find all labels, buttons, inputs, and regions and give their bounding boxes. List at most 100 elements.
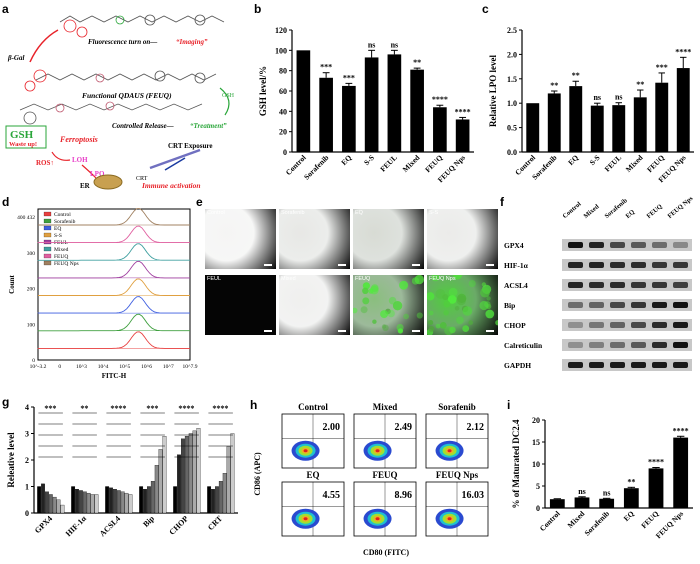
bar (211, 489, 215, 514)
x-axis-label: FITC-H (102, 372, 127, 380)
x-tick-label: GPX4 (33, 514, 54, 535)
panel-h-label: h (250, 398, 258, 412)
dotplot: FEUQ 8.96 (353, 470, 417, 537)
cell (382, 324, 389, 331)
y-axis-label: Count (8, 275, 16, 294)
significance-mark: *** (44, 404, 56, 413)
x-tick-label: S-S (588, 153, 602, 167)
cell (362, 297, 370, 305)
y-axis-label: Relative LPO level (488, 55, 498, 127)
lpo-label: LPO (90, 170, 105, 178)
legend-swatch (43, 253, 52, 259)
bar (79, 490, 83, 514)
fluorescence-tile: FEUL (205, 275, 276, 335)
panel-i-maturation-chart: i 0 5 10 15 20 % of Maturated DC2.4 Control ns M… (505, 398, 700, 559)
fluorescence-tile: Sorafenib (279, 209, 350, 269)
cell (387, 309, 395, 318)
cell (380, 310, 389, 319)
crt-membrane (149, 148, 201, 170)
gsh-box (5, 125, 47, 149)
arrow-gsh (219, 87, 230, 116)
x-tick-label: FEUQ (423, 153, 444, 174)
bar (215, 486, 219, 514)
cell (427, 292, 435, 301)
bar (547, 93, 561, 152)
blot-band (589, 342, 604, 348)
panel-f-western-blot: f Control Mixed Sorafenib EQ FEUQ FEUQ Nps GPX… (498, 195, 698, 390)
x-tick-label: EQ (339, 153, 353, 167)
x-tick-label: FEUQ (639, 509, 660, 530)
blot-band (673, 262, 688, 268)
blot-band (652, 342, 667, 348)
y-axis-label: Releative level (6, 432, 16, 488)
tile-label: S-S (429, 210, 439, 216)
bar (56, 499, 61, 514)
significance-mark: *** (656, 63, 668, 72)
fluorescence-tile: Mixed (279, 275, 350, 335)
blot-band (589, 282, 604, 288)
cell (468, 320, 473, 325)
blot-band (589, 302, 604, 308)
y-tick-label: 2.0 (507, 50, 517, 59)
release-molecule (19, 101, 203, 125)
bar (90, 494, 95, 514)
blot-band (610, 362, 625, 368)
cell (443, 300, 451, 308)
histogram-curve (38, 278, 190, 296)
y-tick-label: 300 (27, 251, 36, 257)
blot-band (673, 282, 688, 288)
bar (410, 69, 424, 152)
histogram-curve (37, 296, 190, 314)
significance-mark: *** (343, 73, 355, 82)
protein-label: Calreticulin (504, 341, 543, 350)
plot-frame (37, 208, 191, 361)
blot-band (631, 262, 646, 268)
bar (623, 488, 639, 508)
dotplot: Sorafenib 2.12 (425, 402, 489, 469)
bar (569, 86, 583, 152)
protein-label: GPX4 (504, 241, 524, 250)
cell (443, 310, 449, 316)
cell (453, 275, 462, 280)
blot-band (568, 362, 583, 368)
lane-label: FEUQ Nps (666, 195, 695, 220)
cell (456, 295, 466, 306)
blot-strip (562, 359, 692, 371)
panel-g-label: g (2, 395, 10, 409)
y-tick-label: 0.0 (507, 148, 517, 157)
bar (218, 481, 223, 514)
blot-band (610, 262, 625, 268)
legend-swatch (43, 218, 52, 224)
legend-label: FEUQ Nps (54, 261, 79, 267)
y-tick-label: 3 (25, 430, 29, 439)
bar (154, 465, 159, 514)
significance-mark: ** (550, 81, 558, 90)
x-tick-label: 10^7 (163, 364, 174, 370)
scale-bar (486, 264, 494, 266)
imaging-quote: “Imaging” (176, 38, 208, 46)
density-peak (303, 449, 308, 453)
gsh-small-label: GSH (222, 93, 235, 99)
x-tick-label: 10^7.9 (183, 364, 198, 370)
beta-gal-label: β-Gal (7, 54, 24, 62)
quadrant-value: 8.96 (395, 490, 413, 501)
y-tick-label: 1.5 (507, 75, 517, 84)
x-tick-label: HIF-1α (64, 514, 89, 539)
legend-swatch (43, 232, 52, 238)
blot-band (652, 302, 667, 308)
histogram-curve (37, 225, 190, 244)
bar (574, 497, 590, 508)
blot-band (610, 342, 625, 348)
scale-bar (486, 330, 494, 332)
bar (94, 494, 99, 514)
bar (75, 489, 79, 514)
significance-mark: **** (432, 95, 448, 104)
blot-strip (562, 339, 692, 351)
dotplot-title: Mixed (373, 402, 398, 412)
x-tick-label: Control (538, 509, 562, 533)
legend-swatch (43, 239, 52, 245)
bar (230, 433, 235, 514)
y-tick-label: 40 (279, 107, 287, 116)
quadrant-value: 2.00 (323, 422, 341, 433)
x-axis-label: CD80 (FITC) (363, 548, 409, 557)
